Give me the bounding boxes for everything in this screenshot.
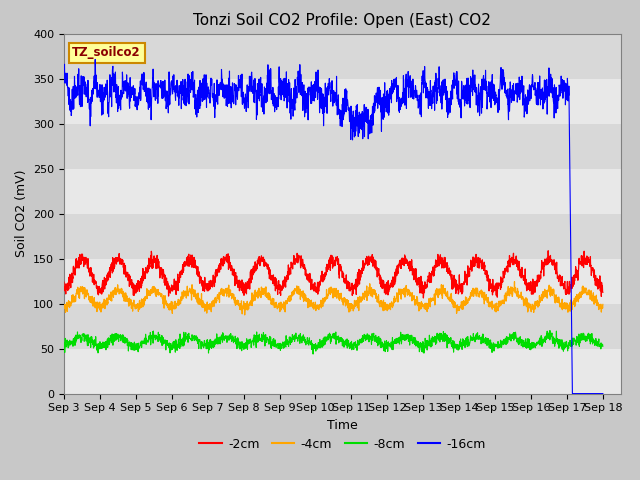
Bar bbox=[64, 214, 621, 259]
Bar bbox=[64, 259, 621, 303]
Bar bbox=[64, 348, 621, 394]
Text: TZ_soilco2: TZ_soilco2 bbox=[72, 46, 141, 59]
Bar bbox=[64, 303, 621, 348]
Legend: -2cm, -4cm, -8cm, -16cm: -2cm, -4cm, -8cm, -16cm bbox=[194, 433, 491, 456]
Bar bbox=[64, 168, 621, 214]
Bar bbox=[64, 123, 621, 168]
Title: Tonzi Soil CO2 Profile: Open (East) CO2: Tonzi Soil CO2 Profile: Open (East) CO2 bbox=[193, 13, 492, 28]
Y-axis label: Soil CO2 (mV): Soil CO2 (mV) bbox=[15, 170, 28, 257]
X-axis label: Time: Time bbox=[327, 419, 358, 432]
Bar bbox=[64, 79, 621, 123]
Bar bbox=[64, 34, 621, 79]
